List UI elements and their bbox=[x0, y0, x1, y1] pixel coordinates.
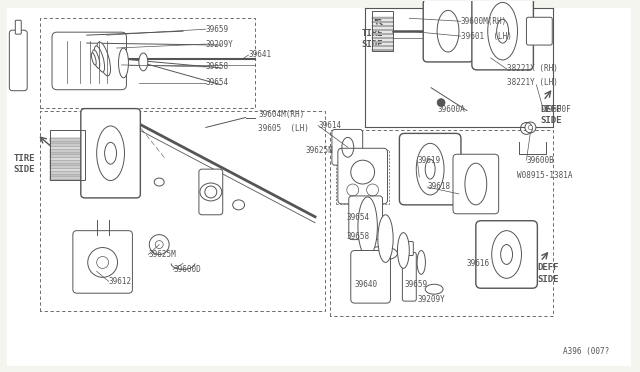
Bar bbox=[50, 154, 84, 158]
Bar bbox=[372, 11, 394, 51]
Text: 39612: 39612 bbox=[109, 277, 132, 286]
Text: TIRE
SIDE: TIRE SIDE bbox=[362, 29, 383, 49]
Ellipse shape bbox=[378, 215, 393, 262]
FancyBboxPatch shape bbox=[403, 253, 416, 301]
FancyBboxPatch shape bbox=[332, 129, 363, 165]
Text: 39658: 39658 bbox=[206, 62, 229, 71]
Text: 39600B: 39600B bbox=[527, 156, 554, 165]
FancyBboxPatch shape bbox=[7, 8, 630, 366]
Text: 39640: 39640 bbox=[355, 280, 378, 289]
Text: 39209Y: 39209Y bbox=[417, 295, 445, 304]
Ellipse shape bbox=[425, 284, 443, 294]
Ellipse shape bbox=[118, 48, 129, 78]
Text: 39654: 39654 bbox=[347, 213, 370, 222]
Text: 39209Y: 39209Y bbox=[206, 39, 234, 49]
Text: 38221Y (LH): 38221Y (LH) bbox=[507, 78, 557, 87]
Ellipse shape bbox=[365, 247, 397, 260]
Circle shape bbox=[156, 241, 163, 248]
Text: 39618: 39618 bbox=[427, 183, 451, 192]
Bar bbox=[372, 25, 394, 27]
Text: W08915-1381A: W08915-1381A bbox=[516, 171, 572, 180]
Circle shape bbox=[525, 122, 536, 133]
Text: 39614: 39614 bbox=[318, 121, 341, 130]
Ellipse shape bbox=[358, 197, 378, 256]
Bar bbox=[50, 143, 84, 147]
Text: 39658: 39658 bbox=[347, 232, 370, 241]
Text: 39605  (LH): 39605 (LH) bbox=[259, 124, 309, 133]
Text: 39600D: 39600D bbox=[173, 265, 201, 274]
Text: 39600F: 39600F bbox=[543, 105, 571, 114]
Text: 39604M(RH): 39604M(RH) bbox=[259, 110, 305, 119]
Circle shape bbox=[437, 99, 445, 107]
Bar bbox=[372, 33, 394, 35]
Bar bbox=[372, 45, 394, 47]
Text: 39654: 39654 bbox=[206, 78, 229, 87]
FancyBboxPatch shape bbox=[199, 169, 223, 215]
Bar bbox=[50, 149, 84, 153]
Bar bbox=[372, 41, 394, 43]
FancyBboxPatch shape bbox=[52, 32, 127, 90]
FancyBboxPatch shape bbox=[405, 241, 413, 256]
FancyBboxPatch shape bbox=[472, 0, 533, 70]
Text: 39601  (LH): 39601 (LH) bbox=[461, 32, 512, 41]
Ellipse shape bbox=[139, 53, 148, 71]
FancyBboxPatch shape bbox=[527, 17, 552, 45]
Bar bbox=[50, 160, 84, 164]
FancyBboxPatch shape bbox=[73, 231, 132, 293]
Text: DEFF
SIDE: DEFF SIDE bbox=[538, 263, 559, 283]
Text: 39619: 39619 bbox=[417, 156, 440, 165]
Text: 39659: 39659 bbox=[206, 25, 229, 34]
Bar bbox=[50, 138, 84, 142]
Text: 39659: 39659 bbox=[404, 280, 428, 289]
FancyBboxPatch shape bbox=[81, 109, 140, 198]
Text: 39600M(RH): 39600M(RH) bbox=[461, 17, 507, 26]
Ellipse shape bbox=[233, 200, 244, 210]
Ellipse shape bbox=[417, 250, 426, 274]
Bar bbox=[50, 171, 84, 174]
Bar bbox=[372, 29, 394, 31]
Text: 39600A: 39600A bbox=[437, 105, 465, 114]
Circle shape bbox=[528, 125, 532, 129]
Circle shape bbox=[205, 186, 217, 198]
FancyBboxPatch shape bbox=[476, 221, 538, 288]
Bar bbox=[372, 21, 394, 23]
Text: TIRE
SIDE: TIRE SIDE bbox=[13, 154, 35, 174]
Ellipse shape bbox=[93, 50, 100, 68]
Text: 38221X (RH): 38221X (RH) bbox=[507, 64, 557, 73]
Ellipse shape bbox=[397, 232, 409, 268]
Text: 39625M: 39625M bbox=[148, 250, 176, 259]
FancyBboxPatch shape bbox=[349, 196, 383, 240]
FancyBboxPatch shape bbox=[399, 134, 461, 205]
Bar bbox=[50, 165, 84, 169]
Ellipse shape bbox=[92, 53, 96, 65]
FancyBboxPatch shape bbox=[10, 30, 28, 91]
Ellipse shape bbox=[97, 42, 111, 76]
Bar bbox=[372, 17, 394, 19]
FancyBboxPatch shape bbox=[453, 154, 499, 214]
FancyBboxPatch shape bbox=[338, 148, 387, 204]
Ellipse shape bbox=[200, 183, 221, 201]
FancyBboxPatch shape bbox=[423, 0, 473, 62]
Text: A396 (007?: A396 (007? bbox=[563, 347, 609, 356]
FancyBboxPatch shape bbox=[351, 250, 390, 303]
Circle shape bbox=[149, 235, 169, 254]
Text: 39625N: 39625N bbox=[305, 146, 333, 155]
Bar bbox=[50, 176, 84, 180]
Ellipse shape bbox=[94, 46, 104, 72]
FancyBboxPatch shape bbox=[15, 20, 21, 34]
Bar bbox=[372, 36, 394, 39]
Text: 39641: 39641 bbox=[248, 51, 271, 60]
Text: 39616: 39616 bbox=[467, 259, 490, 268]
Bar bbox=[372, 48, 394, 51]
Text: DEFF
SIDE: DEFF SIDE bbox=[541, 105, 562, 125]
